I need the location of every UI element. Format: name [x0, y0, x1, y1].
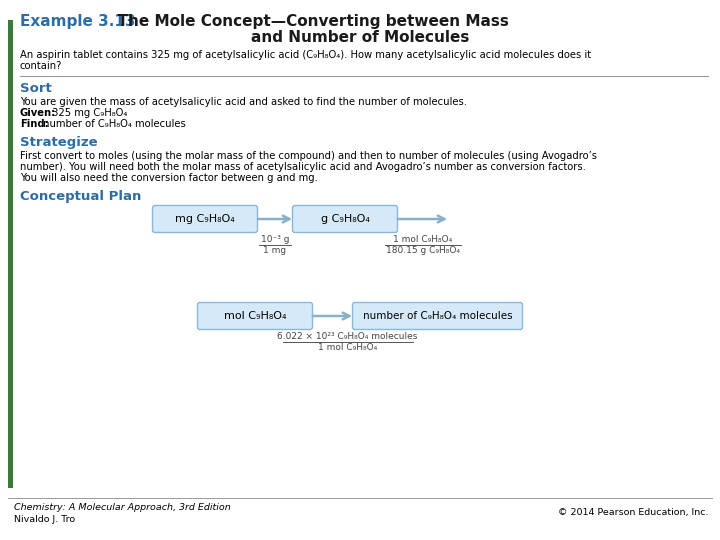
Text: Conceptual Plan: Conceptual Plan — [20, 190, 141, 203]
Text: g C₉H₈O₄: g C₉H₈O₄ — [320, 214, 369, 224]
FancyBboxPatch shape — [292, 206, 397, 233]
Text: 6.022 × 10²³ C₉H₈O₄ molecules: 6.022 × 10²³ C₉H₈O₄ molecules — [277, 332, 418, 341]
Text: Find:: Find: — [20, 119, 49, 129]
Text: mol C₉H₈O₄: mol C₉H₈O₄ — [224, 311, 287, 321]
Text: 10⁻³ g: 10⁻³ g — [261, 235, 289, 244]
Text: 325 mg C₉H₈O₄: 325 mg C₉H₈O₄ — [49, 108, 127, 118]
FancyBboxPatch shape — [353, 302, 523, 329]
Text: First convert to moles (using the molar mass of the compound) and then to number: First convert to moles (using the molar … — [20, 151, 597, 161]
Text: An aspirin tablet contains 325 mg of acetylsalicylic acid (C₉H₈O₄). How many ace: An aspirin tablet contains 325 mg of ace… — [20, 50, 591, 60]
Text: number of C₉H₈O₄ molecules: number of C₉H₈O₄ molecules — [363, 311, 513, 321]
Text: You will also need the conversion factor between g and mg.: You will also need the conversion factor… — [20, 173, 318, 183]
Text: Nivaldo J. Tro: Nivaldo J. Tro — [14, 515, 75, 524]
Text: 1 mol C₉H₈O₄: 1 mol C₉H₈O₄ — [318, 343, 377, 352]
Text: 1 mg: 1 mg — [264, 246, 287, 255]
Text: Example 3.13: Example 3.13 — [20, 14, 135, 29]
Text: number). You will need both the molar mass of acetylsalicylic acid and Avogadro’: number). You will need both the molar ma… — [20, 162, 586, 172]
FancyBboxPatch shape — [197, 302, 312, 329]
Text: and Number of Molecules: and Number of Molecules — [251, 30, 469, 45]
Text: Sort: Sort — [20, 82, 52, 95]
FancyBboxPatch shape — [153, 206, 258, 233]
Text: contain?: contain? — [20, 61, 63, 71]
Text: Given:: Given: — [20, 108, 56, 118]
Text: mg C₉H₈O₄: mg C₉H₈O₄ — [175, 214, 235, 224]
Text: Strategize: Strategize — [20, 136, 98, 149]
Text: 1 mol C₉H₈O₄: 1 mol C₉H₈O₄ — [393, 235, 453, 244]
Text: © 2014 Pearson Education, Inc.: © 2014 Pearson Education, Inc. — [557, 508, 708, 517]
FancyBboxPatch shape — [8, 20, 13, 488]
Text: The Mole Concept—Converting between Mass: The Mole Concept—Converting between Mass — [107, 14, 509, 29]
Text: 180.15 g C₉H₈O₄: 180.15 g C₉H₈O₄ — [386, 246, 460, 255]
Text: number of C₉H₈O₄ molecules: number of C₉H₈O₄ molecules — [40, 119, 186, 129]
Text: You are given the mass of acetylsalicylic acid and asked to find the number of m: You are given the mass of acetylsalicyli… — [20, 97, 467, 107]
Text: Chemistry: A Molecular Approach, 3rd Edition: Chemistry: A Molecular Approach, 3rd Edi… — [14, 503, 230, 512]
